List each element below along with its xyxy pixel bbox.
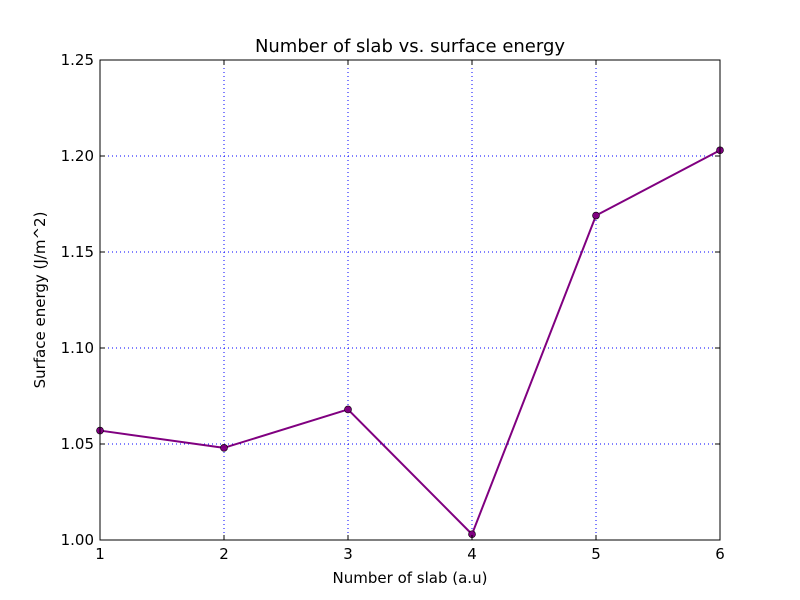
x-axis-label: Number of slab (a.u): [333, 569, 488, 587]
x-tick-label: 2: [219, 545, 229, 563]
chart-title: Number of slab vs. surface energy: [255, 36, 565, 57]
y-tick-label: 1.05: [61, 435, 94, 453]
x-tick-label: 3: [343, 545, 353, 563]
y-tick-label: 1.10: [61, 339, 94, 357]
x-tick-label: 5: [591, 545, 601, 563]
series-line: [99, 149, 721, 536]
series-layer: [96, 146, 724, 539]
y-tick-label: 1.15: [61, 243, 94, 261]
x-tick-label: 4: [467, 545, 477, 563]
plot-frame: [99, 59, 721, 541]
y-tick-label: 1.20: [61, 147, 94, 165]
y-axis-label: Surface energy (J/m^2): [31, 212, 49, 389]
x-tick-label: 6: [715, 545, 725, 563]
y-tick-label: 1.00: [61, 531, 94, 549]
y-tick-label: 1.25: [61, 51, 94, 69]
x-tick-label: 1: [95, 545, 105, 563]
tick-layer: 1 2 3 4 5 6 1.00 1.05 1.10 1.15 1.20 1.25: [61, 51, 725, 563]
data-point: [592, 211, 600, 220]
data-point: [220, 444, 228, 452]
data-point: [344, 405, 352, 414]
